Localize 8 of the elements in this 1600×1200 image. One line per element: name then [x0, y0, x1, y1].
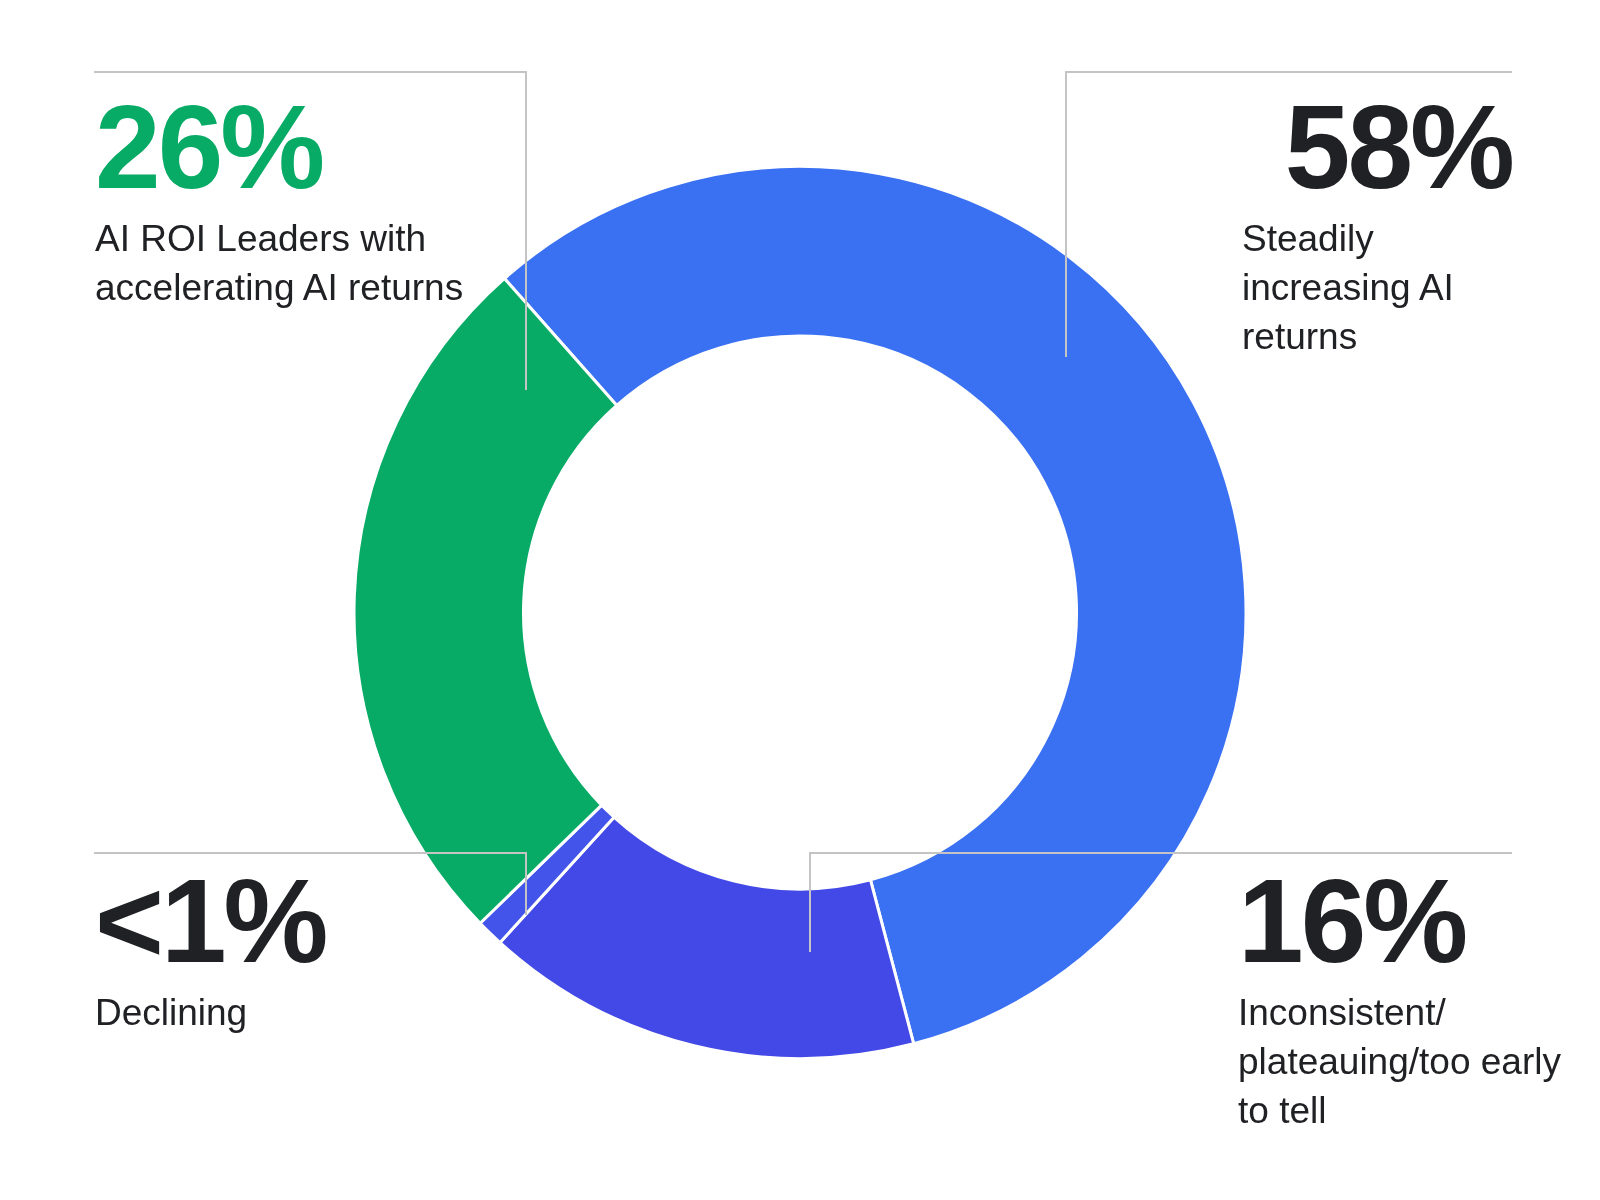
- category-label: Inconsistent/plateauing/too early to tell: [1238, 992, 1561, 1131]
- slice-label: AI ROI Leaders with accelerating AI returns: [95, 217, 465, 310]
- slice-label: Declining: [95, 991, 249, 1035]
- data-label: 16%: [1238, 855, 1467, 987]
- data-label: 58%: [1283, 81, 1512, 213]
- data-label: <1%: [95, 855, 327, 987]
- data-label: 26%: [95, 81, 324, 213]
- slice-label: Steadily increasing AI returns: [1242, 217, 1455, 359]
